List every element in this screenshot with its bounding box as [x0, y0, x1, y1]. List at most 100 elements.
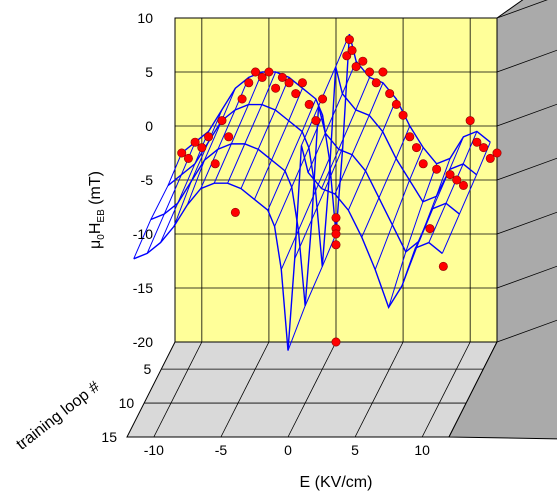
data-point [365, 67, 375, 77]
data-point [438, 261, 448, 271]
z-tick-label: 10 [119, 395, 135, 411]
data-point [458, 180, 468, 190]
y-axis-label: μ0HEB (mT) [87, 171, 107, 249]
data-point [485, 153, 495, 163]
data-point [378, 67, 388, 77]
floor-plane [126, 341, 498, 438]
data-point [391, 99, 401, 109]
floor-gridline [153, 341, 203, 438]
surface-line [133, 152, 183, 259]
data-point [331, 240, 341, 250]
data-point [197, 143, 207, 153]
y-tick-label: -15 [133, 280, 153, 296]
side-gridline [496, 319, 557, 343]
x-tick-label: -10 [144, 442, 164, 458]
data-point [398, 110, 408, 120]
data-point [210, 159, 220, 169]
data-point [271, 83, 281, 93]
surface-line [334, 82, 384, 195]
surface-line [347, 98, 397, 211]
data-point [347, 45, 357, 55]
surface-mesh [133, 34, 491, 351]
y-tick-label: -10 [133, 226, 153, 242]
floor-gridline [354, 341, 404, 438]
data-point [257, 72, 267, 82]
surface-line [321, 77, 371, 189]
data-point [284, 78, 294, 88]
data-point [264, 67, 274, 77]
z-tick-label: 5 [143, 361, 151, 377]
side-gridline [496, 0, 548, 19]
side-gridline [496, 49, 557, 73]
x-tick-label: -5 [215, 442, 228, 458]
data-point [277, 72, 287, 82]
data-points [177, 35, 502, 347]
data-point [411, 143, 421, 153]
data-point [445, 170, 455, 180]
floor-gridline [287, 341, 337, 438]
data-point [479, 143, 489, 153]
data-point [177, 148, 187, 158]
data-point [304, 99, 314, 109]
surface-line [213, 71, 263, 184]
data-point [190, 137, 200, 147]
side-gridline [496, 211, 557, 235]
data-point [224, 132, 234, 142]
side-gridline [496, 265, 557, 289]
data-point [432, 164, 442, 174]
surface-line [374, 147, 424, 270]
y-tick-label: 5 [145, 64, 153, 80]
data-point [371, 78, 381, 88]
data-point [492, 148, 502, 158]
surface-line [280, 158, 330, 270]
data-point [311, 116, 321, 126]
data-point [465, 116, 475, 126]
surface-line [274, 115, 324, 227]
data-point [405, 132, 415, 142]
data-point [331, 213, 341, 223]
surface-line [240, 77, 290, 189]
x-tick-label: 5 [351, 442, 359, 458]
data-point [230, 207, 240, 217]
side-gridline [496, 103, 557, 127]
z-axis-label: training loop # [13, 378, 103, 453]
data-point [297, 78, 307, 88]
surface-line [307, 61, 357, 173]
data-point [204, 132, 214, 142]
data-point [344, 35, 354, 45]
data-point [217, 116, 227, 126]
floor-gridline [421, 341, 471, 438]
y-tick-label: 10 [137, 10, 153, 26]
data-point [291, 89, 301, 99]
surface-line [441, 142, 491, 254]
surface-line [300, 34, 350, 146]
surface-line [253, 88, 303, 200]
data-point [452, 175, 462, 185]
data-point [425, 224, 435, 234]
data-point [342, 51, 352, 61]
x-tick-label: 0 [284, 442, 292, 458]
data-point [472, 137, 482, 147]
data-point [331, 229, 341, 239]
surface-line [267, 98, 317, 211]
tick-labels: -10 -5 0 5 10 10 5 0 -5 -10 -15 -20 5 10 15 [101, 10, 430, 458]
data-point [385, 89, 395, 99]
data-point [331, 337, 341, 347]
data-point [418, 159, 428, 169]
data-point [358, 56, 368, 66]
x-tick-label: 10 [414, 442, 430, 458]
surface-line [200, 77, 250, 189]
surface-line [388, 163, 438, 308]
data-point [318, 94, 328, 104]
data-point [251, 67, 261, 77]
surface-line [414, 136, 464, 249]
surface-line [361, 125, 411, 238]
data-point [351, 62, 361, 72]
surface-line [173, 109, 223, 227]
data-point [244, 78, 254, 88]
data-point [183, 153, 193, 163]
y-tick-label: -20 [133, 334, 153, 350]
floor-gridline [220, 341, 270, 438]
side-gridline [496, 157, 557, 181]
